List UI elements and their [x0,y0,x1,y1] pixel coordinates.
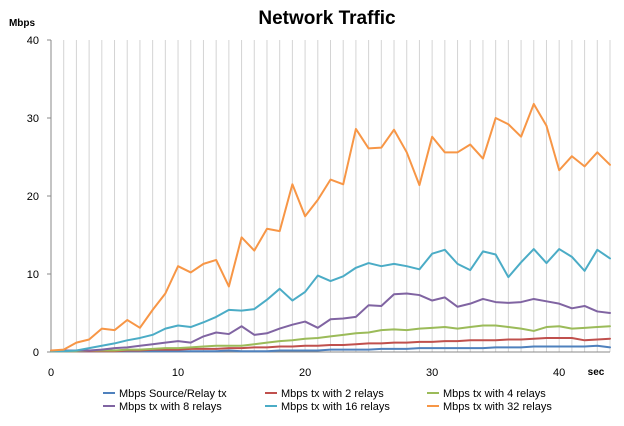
x-tick-label: 40 [553,367,565,379]
series-line-3 [50,292,611,352]
legend-label-1: Mbps tx with 2 relays [281,388,384,400]
gridlines [63,40,611,352]
series-line-0 [50,344,611,353]
y-tick-label: 0 [33,347,39,359]
y-tick-label: 30 [27,113,39,125]
series-line-4 [50,248,611,353]
chart-title: Network Traffic [258,8,396,29]
y-tick-label: 10 [27,269,39,281]
series-line-5 [50,102,611,352]
series-line-2 [50,324,611,353]
legend-label-5: Mbps tx with 32 relays [443,401,552,413]
y-axis-unit-label: Mbps [9,18,36,29]
axes [47,39,610,353]
x-tick-label: 0 [48,367,54,379]
x-tick-label: 10 [172,367,184,379]
legend-label-3: Mbps tx with 8 relays [119,401,222,413]
series-lines [50,102,611,353]
x-axis-unit-label: sec [588,367,605,378]
tick-labels: 0 10 20 30 40 0 10 20 30 40 [27,35,566,379]
legend-label-4: Mbps tx with 16 relays [281,401,390,413]
y-tick-label: 40 [27,35,39,47]
legend-label-0: Mbps Source/Relay tx [119,388,227,400]
x-tick-label: 20 [299,367,311,379]
legend: Mbps Source/Relay tx Mbps tx with 2 relay… [103,388,552,413]
legend-label-2: Mbps tx with 4 relays [443,388,546,400]
y-tick-label: 20 [27,191,39,203]
x-tick-label: 30 [426,367,438,379]
